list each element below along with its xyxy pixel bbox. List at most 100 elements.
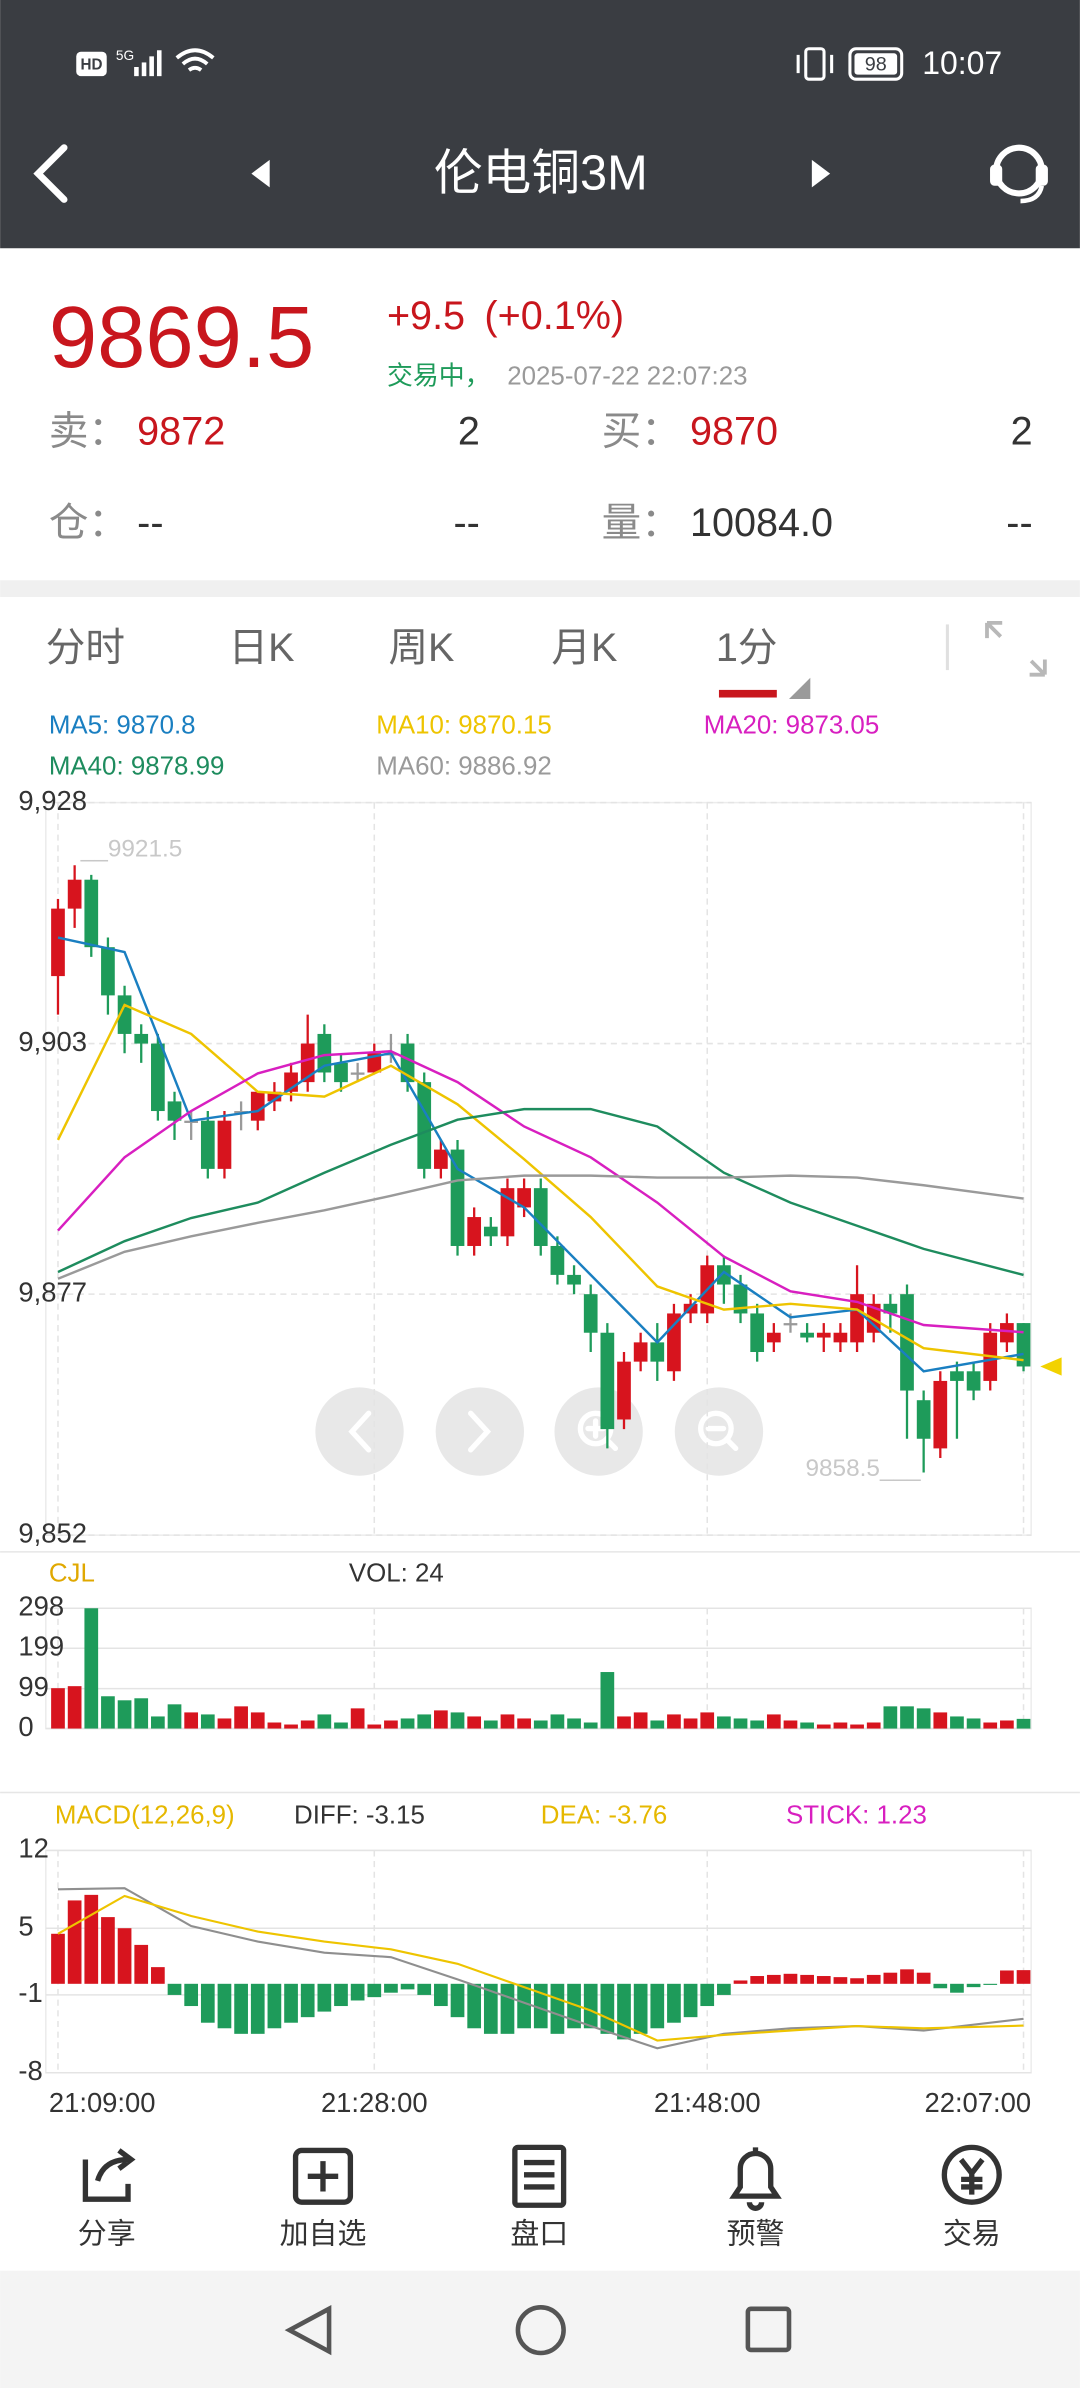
indicator-line xyxy=(57,936,1024,1373)
macd-bar xyxy=(200,1983,215,2023)
legend-entry: MA60: 9886.92 xyxy=(376,752,552,780)
toolbar-button[interactable]: 盘口 xyxy=(510,2218,568,2250)
nav-home[interactable] xyxy=(515,2304,566,2356)
candle-body xyxy=(234,1111,248,1114)
candle-body xyxy=(650,1342,665,1362)
macd-bar xyxy=(167,1983,182,1995)
back-button[interactable] xyxy=(33,144,68,203)
candle-body xyxy=(334,1062,348,1083)
macd-bar xyxy=(367,1983,382,1998)
x-tick-label: 21:48:00 xyxy=(654,2087,761,2118)
macd-bar xyxy=(883,1972,898,1984)
legend-entry: DIFF: -3.15 xyxy=(294,1802,425,1830)
sell-price: 9872 xyxy=(137,409,225,453)
macd-bar xyxy=(617,1983,631,2040)
volume-bar xyxy=(67,1686,82,1729)
price-change: +9.5 xyxy=(387,294,465,338)
candle-body xyxy=(583,1294,598,1333)
buy-price: 9870 xyxy=(690,409,778,453)
candle-body xyxy=(317,1033,332,1073)
open-interest: -- xyxy=(137,501,163,545)
toolbar-button[interactable]: 交易 xyxy=(943,2218,1001,2250)
tab[interactable]: 月K xyxy=(551,626,617,670)
macd-bar xyxy=(234,1983,248,2034)
tab[interactable]: 周K xyxy=(388,626,454,670)
volume-bar xyxy=(334,1722,348,1729)
volume-bar xyxy=(550,1714,565,1729)
nav-back[interactable] xyxy=(284,2304,332,2356)
volume-bar xyxy=(800,1722,814,1729)
plot-frame xyxy=(45,1849,1032,2074)
toolbar-button[interactable]: 分享 xyxy=(78,2218,136,2250)
macd-bar xyxy=(567,1983,581,2029)
nav-recent[interactable] xyxy=(745,2306,792,2353)
volume-bar xyxy=(267,1722,282,1729)
macd-bar xyxy=(217,1983,232,2029)
volume-bar xyxy=(483,1720,498,1729)
volume-bar xyxy=(151,1716,165,1729)
candle-body xyxy=(533,1188,548,1246)
y-tick-label: 9,852 xyxy=(18,1517,87,1548)
nav-right[interactable] xyxy=(435,1387,525,1476)
macd-bar xyxy=(134,1944,149,1984)
prev-button[interactable] xyxy=(251,159,270,188)
macd-bar xyxy=(733,1980,748,1984)
volume-bar xyxy=(750,1720,765,1729)
panel-title: MACD(12,26,9) xyxy=(55,1802,235,1830)
macd-bar xyxy=(384,1983,398,1993)
next-button[interactable] xyxy=(811,159,831,188)
candle-body xyxy=(816,1332,831,1338)
volume-bar xyxy=(600,1672,615,1729)
legend-entry: MA10: 9870.15 xyxy=(376,711,552,739)
volume-bar xyxy=(234,1706,248,1729)
volume-bar xyxy=(816,1724,831,1729)
toolbar-button[interactable]: 加自选 xyxy=(280,2218,367,2250)
candle-body xyxy=(167,1101,182,1121)
candle-body xyxy=(617,1361,631,1420)
toolbar-button[interactable]: 预警 xyxy=(727,2218,785,2250)
volume-bar xyxy=(167,1704,182,1729)
hd-text: HD xyxy=(80,57,102,74)
macd-bar xyxy=(983,1983,998,1985)
macd-bar xyxy=(783,1973,798,1984)
service-button[interactable] xyxy=(990,144,1048,204)
volume-bar xyxy=(700,1712,715,1729)
y-tick-label: 12 xyxy=(18,1833,48,1864)
candle-body xyxy=(1000,1323,1014,1343)
candle-body xyxy=(750,1313,765,1353)
volume-bar xyxy=(850,1724,864,1729)
macd-bar xyxy=(184,1983,199,2007)
x-tick-label: 21:09:00 xyxy=(49,2087,156,2118)
signal-icon xyxy=(134,50,162,77)
candle-body xyxy=(434,1149,448,1169)
volume-bar xyxy=(650,1720,665,1729)
legend-entry: DEA: -3.76 xyxy=(541,1802,668,1830)
candle-body xyxy=(517,1188,531,1208)
candle-body xyxy=(717,1265,731,1285)
macd-bar xyxy=(717,1983,731,1995)
macd-bar xyxy=(483,1983,498,2034)
zoom-out[interactable] xyxy=(674,1387,764,1476)
toolbar-icons xyxy=(82,2144,1002,2211)
candle-body xyxy=(250,1091,265,1121)
tab[interactable]: 日K xyxy=(229,626,295,670)
volume-bar xyxy=(117,1700,132,1729)
tab[interactable]: 分时 xyxy=(46,626,125,670)
fullscreen-button[interactable] xyxy=(985,620,1047,677)
tab[interactable]: 1分 xyxy=(716,626,778,670)
nav-left[interactable] xyxy=(315,1387,404,1476)
candle-body xyxy=(267,1091,282,1102)
last-price: 9869.5 xyxy=(49,289,314,386)
volume-bar xyxy=(717,1716,731,1729)
volume-bar xyxy=(1000,1720,1014,1729)
volume-bar xyxy=(384,1720,398,1729)
y-tick-label: 99 xyxy=(18,1671,48,1702)
y-tick-label: 199 xyxy=(18,1630,64,1661)
network-text: 5G xyxy=(116,48,134,63)
macd-bar xyxy=(467,1983,482,2029)
macd-bar xyxy=(800,1974,814,1984)
macd-bar xyxy=(151,1967,165,1984)
macd-bar xyxy=(317,1983,332,2012)
candle-body xyxy=(966,1371,981,1391)
